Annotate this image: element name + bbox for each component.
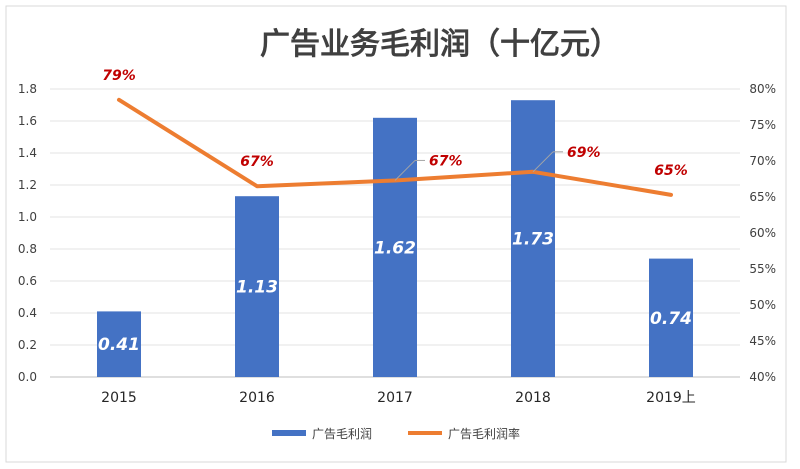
line-data-label: 67% [240, 154, 274, 170]
right-axis-tick: 80% [749, 82, 776, 96]
bar-data-label: 1.73 [512, 230, 554, 250]
right-axis-tick: 45% [749, 334, 776, 348]
left-axis-ticks: 0.0 0.2 0.4 0.6 0.8 1.0 1.2 1.4 1.6 1.8 [18, 82, 37, 384]
line-data-label: 67% [429, 153, 463, 169]
right-axis-tick: 55% [749, 262, 776, 276]
x-axis-tick: 2017 [377, 390, 413, 406]
right-axis-ticks: 40% 45% 50% 55% 60% 65% 70% 75% 80% [749, 82, 776, 384]
left-axis-tick: 0.8 [18, 242, 37, 256]
x-axis-tick: 2018 [515, 390, 551, 406]
bar [649, 258, 693, 377]
left-axis-tick: 1.2 [18, 178, 37, 192]
label-leader [394, 160, 416, 181]
x-axis-tick: 2016 [239, 390, 275, 406]
left-axis-tick: 0.4 [18, 306, 37, 320]
legend: 广告毛利润 广告毛利润率 [272, 426, 520, 441]
line-data-labels: 79% 67% 67% 69% 65% [102, 68, 688, 181]
legend-label-line: 广告毛利润率 [448, 426, 520, 441]
left-axis-tick: 1.8 [18, 82, 37, 96]
line-data-label: 65% [654, 163, 688, 179]
bar-series [97, 100, 693, 378]
chart-frame [5, 5, 787, 463]
right-axis-tick: 70% [749, 154, 776, 168]
bar [511, 100, 555, 377]
bar-data-label: 1.13 [236, 278, 278, 298]
bar [373, 117, 417, 378]
left-axis-tick: 0.6 [18, 274, 37, 288]
right-axis-tick: 75% [749, 118, 776, 132]
bar [235, 196, 279, 377]
left-axis-tick: 1.6 [18, 114, 37, 128]
left-axis-tick: 0.0 [18, 370, 37, 384]
left-axis-tick: 1.0 [18, 210, 37, 224]
bar-data-label: 0.41 [98, 335, 140, 355]
right-axis-tick: 50% [749, 298, 776, 312]
legend-swatch-bar [272, 430, 306, 436]
chart-title: 广告业务毛利润（十亿元） [260, 27, 620, 62]
left-axis-tick: 1.4 [18, 146, 37, 160]
x-axis-tick: 2019上 [646, 390, 696, 406]
bar-data-label: 1.62 [374, 238, 416, 258]
line-data-label: 69% [567, 145, 601, 161]
right-axis-tick: 40% [749, 370, 776, 384]
bar-data-label: 0.74 [650, 309, 692, 329]
bar [97, 311, 141, 377]
x-axis-ticks: 2015 2016 2017 2018 2019上 [101, 390, 696, 406]
right-axis-tick: 60% [749, 226, 776, 240]
label-leader [532, 151, 554, 173]
line-data-label: 79% [102, 68, 136, 84]
right-axis-tick: 65% [749, 190, 776, 204]
left-axis-tick: 0.2 [18, 338, 37, 352]
bar-data-labels: 0.41 1.13 1.62 1.73 0.74 [98, 230, 692, 356]
legend-label-bar: 广告毛利润 [312, 427, 372, 441]
x-axis-tick: 2015 [101, 390, 137, 406]
